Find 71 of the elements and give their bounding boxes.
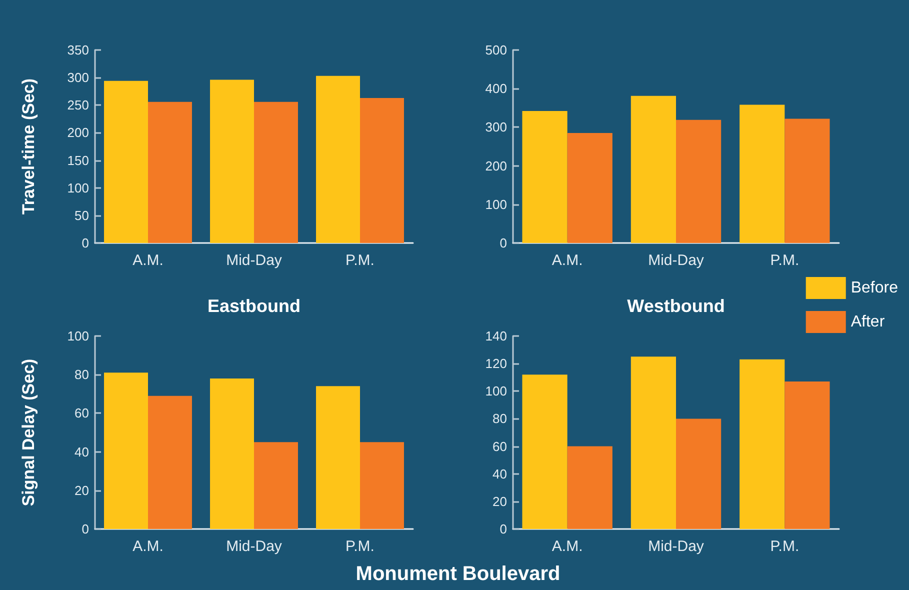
x-tick-label: A.M. [132, 538, 164, 555]
bar [148, 102, 192, 243]
bar [522, 374, 568, 529]
y-tick-label: 50 [74, 208, 89, 223]
bar [210, 80, 254, 243]
bar [784, 118, 830, 243]
x-tick-label: A.M. [132, 252, 164, 269]
x-tick-label: A.M. [552, 252, 583, 269]
y-tick-label: 100 [67, 328, 89, 344]
y-tick-label: 300 [485, 120, 507, 135]
y-tick-label: 80 [492, 411, 507, 426]
bar [784, 381, 830, 529]
x-tick-label: P.M. [346, 252, 374, 269]
y-tick-label: 40 [74, 444, 89, 460]
bar [148, 396, 192, 529]
y-tick-label: 0 [500, 236, 507, 250]
y-tick-label: 100 [485, 384, 507, 399]
x-tick-label: Mid-Day [648, 538, 704, 555]
x-axis-title: Eastbound [208, 296, 300, 316]
y-tick-label: 0 [82, 522, 89, 536]
y-tick-label: 80 [74, 367, 89, 382]
y-tick-label: 300 [67, 70, 89, 86]
x-tick-label: P.M. [770, 538, 800, 555]
bar [316, 76, 360, 243]
legend-label: Before [850, 280, 898, 296]
bar [316, 386, 360, 529]
y-tick-label: 20 [74, 482, 89, 498]
bar [360, 442, 404, 529]
y-axis-title: Travel-time (Sec) [19, 78, 38, 215]
x-tick-label: Mid-Day [226, 538, 282, 555]
bar [254, 442, 298, 529]
y-tick-label: 500 [485, 42, 507, 58]
legend-label: After [850, 314, 886, 330]
y-tick-label: 60 [492, 438, 507, 454]
bar [567, 446, 612, 529]
bar [254, 102, 298, 243]
bar [630, 96, 676, 243]
bar [522, 110, 568, 243]
y-tick-label: 20 [492, 494, 507, 509]
bar [740, 359, 785, 529]
x-tick-label: P.M. [346, 538, 374, 555]
bar [676, 120, 722, 243]
bar [567, 132, 612, 243]
bar [104, 80, 148, 243]
bar [630, 356, 676, 529]
y-axis-title: Signal Delay (Sec) [19, 358, 38, 506]
x-tick-label: Mid-Day [648, 252, 704, 269]
y-tick-label: 40 [492, 466, 507, 482]
bar [210, 378, 254, 529]
text: Monument Boulevard [356, 563, 560, 585]
y-tick-label: 400 [485, 81, 507, 96]
y-tick-label: 120 [485, 356, 507, 372]
x-tick-label: A.M. [552, 538, 583, 555]
y-tick-label: 150 [67, 152, 89, 168]
bar [360, 98, 404, 243]
y-tick-label: 100 [67, 180, 89, 196]
y-tick-label: 140 [485, 328, 507, 344]
bar [676, 418, 722, 529]
x-tick-label: P.M. [770, 252, 800, 269]
y-tick-label: 0 [82, 236, 89, 250]
y-tick-label: 0 [500, 522, 507, 536]
x-axis-title: Westbound [627, 296, 725, 316]
bar [104, 372, 148, 529]
y-tick-label: 100 [485, 196, 507, 212]
x-tick-label: Mid-Day [226, 252, 282, 269]
y-tick-label: 200 [67, 125, 89, 140]
y-tick-label: 350 [67, 42, 89, 58]
y-tick-label: 200 [485, 158, 507, 174]
y-tick-label: 250 [67, 98, 89, 113]
bar [740, 104, 785, 243]
y-tick-label: 60 [74, 406, 89, 421]
